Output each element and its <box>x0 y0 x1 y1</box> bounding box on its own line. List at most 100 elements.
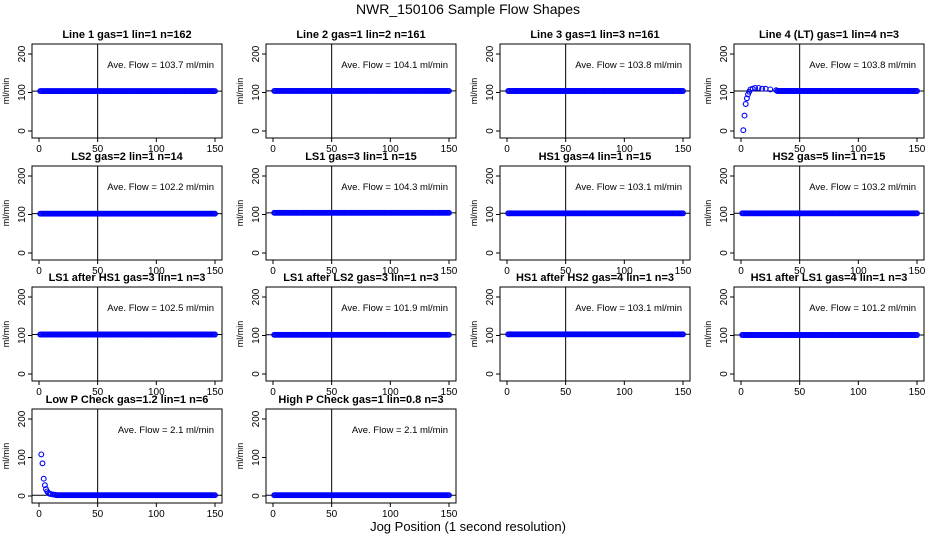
data-point <box>741 112 748 119</box>
panel-title: LS1 after LS2 gas=3 lin=1 n=3 <box>283 272 439 284</box>
y-tick-label: 100 <box>251 84 262 101</box>
data-points <box>271 87 452 94</box>
data-point <box>762 85 769 92</box>
average-flow-annotation: Ave. Flow = 103.1 ml/min <box>575 303 682 314</box>
plot-frame <box>31 286 223 382</box>
y-axis-label: ml/min <box>703 200 713 227</box>
y-tick-label: 0 <box>719 250 730 256</box>
figure-title: NWR_150106 Sample Flow Shapes <box>356 1 580 17</box>
panel-13: Low P Check gas=1.2 lin=1 n=6 0 50 100 150 0 1… <box>1 394 224 520</box>
x-tick-label: 150 <box>207 144 224 155</box>
data-point <box>446 492 452 499</box>
y-tick-label: 200 <box>251 410 262 427</box>
x-tick-label: 150 <box>675 387 692 398</box>
panel-title: LS2 gas=2 lin=1 n=14 <box>71 151 183 163</box>
x-tick-label: 100 <box>850 144 867 155</box>
y-axis-label: ml/min <box>469 200 479 227</box>
y-tick-label: 200 <box>17 288 28 305</box>
data-point <box>212 331 218 338</box>
panel-title: Line 3 gas=1 lin=3 n=161 <box>530 29 659 41</box>
x-tick-label: 50 <box>560 387 572 398</box>
panel-11: HS1 after HS2 gas=4 lin=1 n=3 0 50 100 150 0 1… <box>469 272 692 398</box>
average-flow-annotation: Ave. Flow = 102.2 ml/min <box>107 182 214 193</box>
x-tick-label: 100 <box>382 387 399 398</box>
plot-frame <box>265 408 457 504</box>
x-tick-label: 150 <box>909 144 926 155</box>
data-point <box>39 460 46 467</box>
y-tick-label: 100 <box>719 206 730 223</box>
plot-frame <box>265 286 457 382</box>
data-point <box>212 210 218 217</box>
x-tick-label: 150 <box>207 387 224 398</box>
x-tick-label: 50 <box>326 144 338 155</box>
y-tick-label: 100 <box>485 84 496 101</box>
y-tick-label: 0 <box>17 128 28 134</box>
panel-title: HS1 after HS2 gas=4 lin=1 n=3 <box>516 272 674 284</box>
data-points <box>37 210 218 217</box>
average-flow-annotation: Ave. Flow = 103.1 ml/min <box>575 182 682 193</box>
y-tick-label: 0 <box>719 128 730 134</box>
data-points <box>739 332 920 338</box>
average-flow-annotation: Ave. Flow = 104.3 ml/min <box>341 182 448 193</box>
data-point <box>680 331 686 338</box>
y-axis-label: ml/min <box>1 200 11 227</box>
y-axis-label: ml/min <box>235 443 245 470</box>
data-point <box>212 492 218 499</box>
x-tick-label: 0 <box>738 144 744 155</box>
panel-title: LS1 gas=3 lin=1 n=15 <box>305 151 417 163</box>
data-point <box>752 84 759 91</box>
panel-title: HS1 gas=4 lin=1 n=15 <box>539 151 652 163</box>
data-point <box>446 87 452 94</box>
plot-frame <box>31 408 223 504</box>
x-tick-label: 0 <box>270 144 276 155</box>
average-flow-annotation: Ave. Flow = 2.1 ml/min <box>352 425 448 436</box>
x-tick-label: 50 <box>92 144 104 155</box>
panel-1: Line 1 gas=1 lin=1 n=162 0 50 100 150 0 100 200… <box>1 29 224 155</box>
x-tick-label: 100 <box>616 266 633 277</box>
data-point <box>680 210 686 217</box>
panel-10: LS1 after LS2 gas=3 lin=1 n=3 0 50 100 150 0 1… <box>235 272 458 398</box>
y-tick-label: 200 <box>17 410 28 427</box>
x-tick-label: 150 <box>909 387 926 398</box>
y-tick-label: 100 <box>485 327 496 344</box>
y-axis-label: ml/min <box>469 78 479 105</box>
x-tick-label: 100 <box>382 144 399 155</box>
data-point <box>742 101 749 107</box>
x-tick-label: 0 <box>270 509 276 520</box>
y-axis-label: ml/min <box>235 321 245 348</box>
average-flow-annotation: Ave. Flow = 103.7 ml/min <box>107 60 214 71</box>
data-points <box>271 331 452 338</box>
y-tick-label: 100 <box>17 327 28 344</box>
y-tick-label: 0 <box>485 250 496 256</box>
panels-group: Line 1 gas=1 lin=1 n=162 0 50 100 150 0 100 200… <box>1 29 926 520</box>
data-point <box>41 482 48 489</box>
x-tick-label: 0 <box>36 144 42 155</box>
y-tick-label: 0 <box>485 371 496 377</box>
data-point <box>914 210 920 217</box>
panel-title: Line 4 (LT) gas=1 lin=4 n=3 <box>759 29 899 41</box>
x-tick-label: 0 <box>504 387 510 398</box>
y-tick-label: 100 <box>251 206 262 223</box>
x-tick-label: 150 <box>675 266 692 277</box>
panel-title: Low P Check gas=1.2 lin=1 n=6 <box>46 394 209 406</box>
x-tick-label: 50 <box>92 387 104 398</box>
x-tick-label: 150 <box>441 266 458 277</box>
panel-title: High P Check gas=1 lin=0.8 n=3 <box>278 394 443 406</box>
y-tick-label: 0 <box>251 250 262 256</box>
y-axis-label: ml/min <box>1 78 11 105</box>
x-tick-label: 50 <box>326 509 338 520</box>
y-tick-label: 200 <box>485 288 496 305</box>
y-tick-label: 200 <box>251 45 262 62</box>
y-tick-label: 0 <box>251 371 262 377</box>
data-points <box>740 84 920 134</box>
x-tick-label: 150 <box>441 144 458 155</box>
data-points <box>505 210 686 217</box>
data-points <box>505 331 686 338</box>
average-flow-annotation: Ave. Flow = 102.5 ml/min <box>107 303 214 314</box>
x-tick-label: 0 <box>504 144 510 155</box>
x-tick-label: 0 <box>270 387 276 398</box>
y-tick-label: 200 <box>485 167 496 184</box>
x-tick-label: 0 <box>36 509 42 520</box>
x-tick-label: 50 <box>794 144 806 155</box>
y-tick-label: 0 <box>17 250 28 256</box>
